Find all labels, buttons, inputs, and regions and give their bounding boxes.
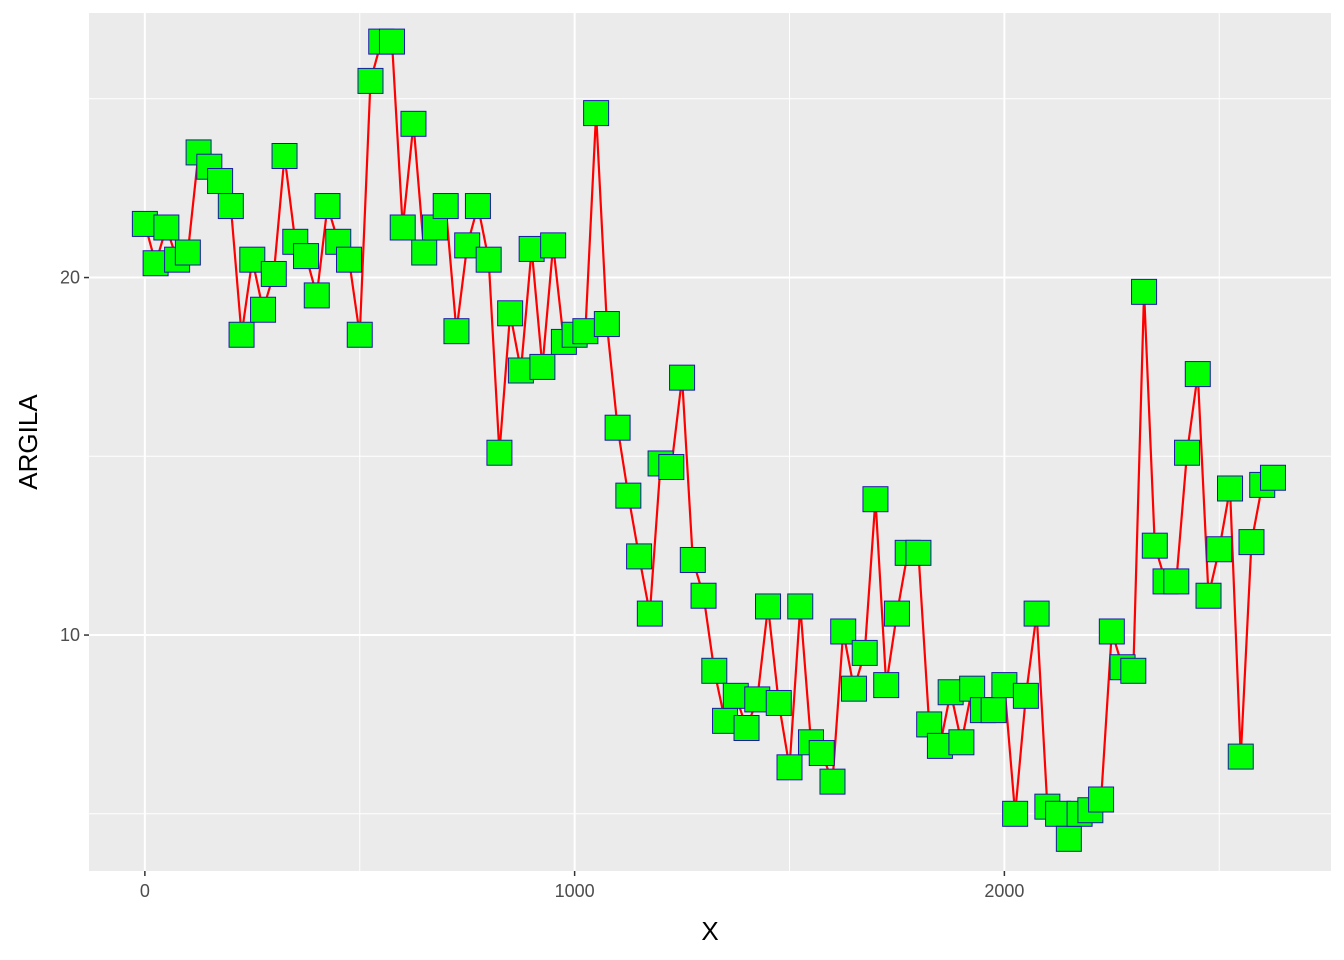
x-axis-title: X xyxy=(701,916,718,946)
data-point-marker xyxy=(497,300,524,327)
data-point-marker xyxy=(271,143,298,169)
data-point-marker xyxy=(873,672,900,699)
data-point-marker xyxy=(1088,786,1115,813)
data-point-marker xyxy=(1206,536,1233,563)
data-point-marker xyxy=(389,214,416,241)
data-point-marker xyxy=(690,582,717,609)
data-point-marker xyxy=(464,193,491,220)
data-point-marker xyxy=(755,593,782,620)
data-point-marker xyxy=(776,754,803,781)
panel-background xyxy=(89,13,1331,871)
data-point-marker xyxy=(604,414,631,441)
data-point-marker xyxy=(142,250,169,277)
data-point-marker xyxy=(593,311,620,338)
y-tick-label: 10 xyxy=(60,625,80,645)
data-point-marker xyxy=(1141,532,1168,559)
data-point-marker xyxy=(1098,618,1125,645)
data-point-marker xyxy=(733,715,760,741)
data-point-marker xyxy=(679,546,706,573)
minor-grid xyxy=(89,13,1331,871)
data-point-marker xyxy=(486,439,513,466)
data-point-marker xyxy=(260,260,287,287)
data-point-marker xyxy=(669,364,696,391)
data-point-marker xyxy=(980,697,1007,724)
data-point-marker xyxy=(357,67,384,94)
data-point-marker xyxy=(583,100,610,127)
data-point-marker xyxy=(207,168,234,195)
data-point-marker xyxy=(1120,657,1147,684)
data-point-marker xyxy=(421,214,448,241)
x-tick-label: 2000 xyxy=(984,881,1024,901)
data-point-marker xyxy=(153,214,180,241)
data-point-marker xyxy=(303,282,330,309)
data-point-marker xyxy=(701,657,728,684)
data-point-marker xyxy=(1012,682,1039,709)
x-axis: 0 1000 2000 xyxy=(140,871,1024,901)
data-point-marker xyxy=(454,232,481,259)
data-point-marker xyxy=(1002,800,1029,827)
data-point-marker xyxy=(540,232,567,259)
data-point-marker xyxy=(1163,568,1190,595)
data-point-marker xyxy=(926,732,953,759)
data-point-marker xyxy=(1184,361,1211,388)
data-point-marker xyxy=(378,28,405,55)
data-point-marker xyxy=(1227,743,1254,770)
data-point-marker xyxy=(475,246,502,273)
data-point-marker xyxy=(1259,464,1286,491)
data-point-marker xyxy=(862,486,889,513)
y-axis-title: ARGILA xyxy=(13,394,43,490)
data-point-marker xyxy=(346,321,373,348)
data-point-marker xyxy=(400,110,427,137)
data-point-marker xyxy=(1023,600,1050,627)
data-point-marker xyxy=(830,618,857,645)
data-point-marker xyxy=(615,482,642,509)
data-point-marker xyxy=(765,689,792,716)
data-point-marker xyxy=(518,235,545,262)
data-point-marker xyxy=(293,243,320,270)
data-point-marker xyxy=(991,672,1018,699)
data-point-marker xyxy=(1174,439,1201,466)
data-point-marker xyxy=(1238,529,1265,556)
data-point-marker xyxy=(507,357,534,384)
data-point-marker xyxy=(840,675,867,702)
data-point-marker xyxy=(1195,582,1222,609)
y-tick-label: 20 xyxy=(60,268,80,288)
marker-layer xyxy=(131,28,1286,852)
data-point-marker xyxy=(239,246,266,273)
data-point-marker xyxy=(626,543,653,570)
data-point-marker xyxy=(819,768,846,795)
data-point-marker xyxy=(948,729,975,756)
data-point-marker xyxy=(1055,825,1082,852)
y-axis: 10 20 xyxy=(60,268,89,645)
data-point-marker xyxy=(1217,475,1244,502)
data-point-marker xyxy=(411,239,438,266)
data-point-marker xyxy=(217,193,244,220)
data-point-marker xyxy=(744,686,771,713)
data-point-marker xyxy=(937,679,964,706)
data-point-marker xyxy=(228,321,255,348)
data-point-marker xyxy=(250,296,277,323)
data-point-marker xyxy=(905,539,932,566)
data-point-marker xyxy=(787,593,814,620)
x-tick-label: 1000 xyxy=(555,881,595,901)
data-point-marker xyxy=(883,600,910,627)
data-point-marker xyxy=(658,454,685,481)
data-point-marker xyxy=(432,193,459,220)
data-point-marker xyxy=(336,246,362,273)
data-point-marker xyxy=(131,210,158,237)
data-point-marker xyxy=(529,353,556,380)
data-point-marker xyxy=(314,193,341,220)
x-tick-label: 0 xyxy=(140,881,150,901)
data-point-marker xyxy=(636,600,663,627)
data-point-marker xyxy=(1131,278,1158,305)
data-point-marker xyxy=(572,318,599,345)
data-point-marker xyxy=(808,740,835,767)
data-point-marker xyxy=(851,639,878,666)
data-point-marker xyxy=(443,318,470,345)
data-point-marker xyxy=(174,239,201,266)
